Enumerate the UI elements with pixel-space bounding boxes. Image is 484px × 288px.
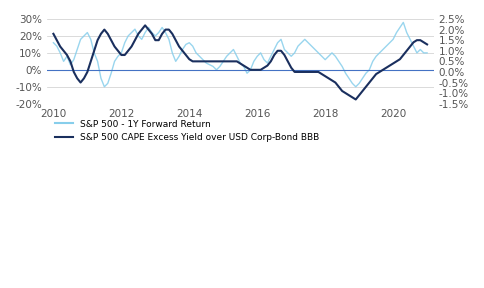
Legend: S&P 500 - 1Y Forward Return, S&P 500 CAPE Excess Yield over USD Corp-Bond BBB: S&P 500 - 1Y Forward Return, S&P 500 CAP… [51, 116, 323, 146]
